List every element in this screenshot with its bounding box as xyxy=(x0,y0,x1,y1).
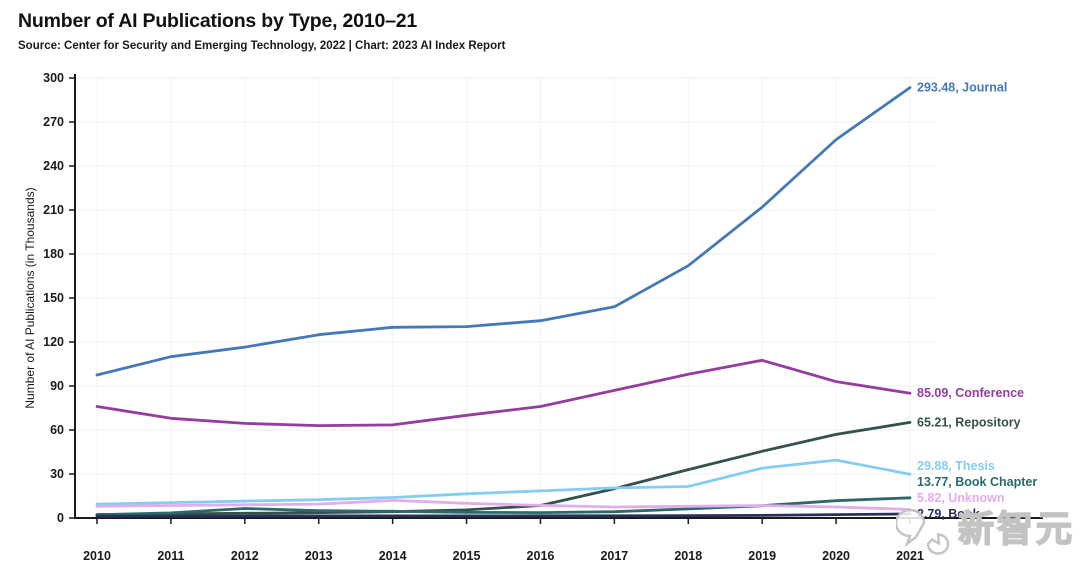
chart-source: Source: Center for Security and Emerging… xyxy=(18,40,506,52)
series-annotation-unknown: 5.82, Unknown xyxy=(917,491,1005,505)
y-tick-label: 210 xyxy=(43,203,64,217)
series-line-unknown xyxy=(95,498,912,511)
x-tick-label: 2010 xyxy=(83,549,111,563)
x-tick-label: 2017 xyxy=(600,549,628,563)
y-tick-label: 150 xyxy=(43,291,64,305)
y-tick-label: 270 xyxy=(43,115,64,129)
x-tick-label: 2011 xyxy=(157,549,184,563)
series-line-repository xyxy=(95,420,912,516)
series-annotation-book-chapter: 13.77, Book Chapter xyxy=(917,475,1037,489)
y-tick-label: 30 xyxy=(50,467,64,481)
x-tick-label: 2019 xyxy=(748,549,776,563)
y-tick-label: 60 xyxy=(50,423,64,437)
series-annotation-thesis: 29.88, Thesis xyxy=(917,459,995,473)
x-tick-label: 2021 xyxy=(896,549,924,563)
y-tick-label: 90 xyxy=(50,379,64,393)
x-tick-label: 2015 xyxy=(453,549,481,563)
x-tick-label: 2018 xyxy=(674,549,702,563)
x-tick-label: 2014 xyxy=(379,549,407,563)
y-tick-label: 300 xyxy=(43,71,64,85)
series-line-journal xyxy=(95,86,912,377)
series-line-book xyxy=(95,512,912,518)
x-tick-label: 2020 xyxy=(822,549,850,563)
series-line-thesis xyxy=(95,458,912,506)
y-tick-label: 120 xyxy=(43,335,64,349)
chart-title: Number of AI Publications by Type, 2010–… xyxy=(18,10,418,32)
series-annotation-book: 2.79, Book xyxy=(917,507,980,521)
series-annotation-repository: 65.21, Repository xyxy=(917,415,1021,429)
y-axis-title: Number of AI Publications (in Thousands) xyxy=(23,187,37,408)
y-tick-label: 240 xyxy=(43,159,64,173)
x-tick-label: 2012 xyxy=(231,549,259,563)
x-tick-label: 2016 xyxy=(527,549,555,563)
series-annotation-journal: 293.48, Journal xyxy=(917,81,1007,95)
y-tick-label: 180 xyxy=(43,247,64,261)
series-annotation-conference: 85.09, Conference xyxy=(917,386,1024,400)
y-tick-label: 0 xyxy=(57,511,64,525)
x-tick-label: 2013 xyxy=(305,549,333,563)
series-line-conference xyxy=(95,358,912,428)
